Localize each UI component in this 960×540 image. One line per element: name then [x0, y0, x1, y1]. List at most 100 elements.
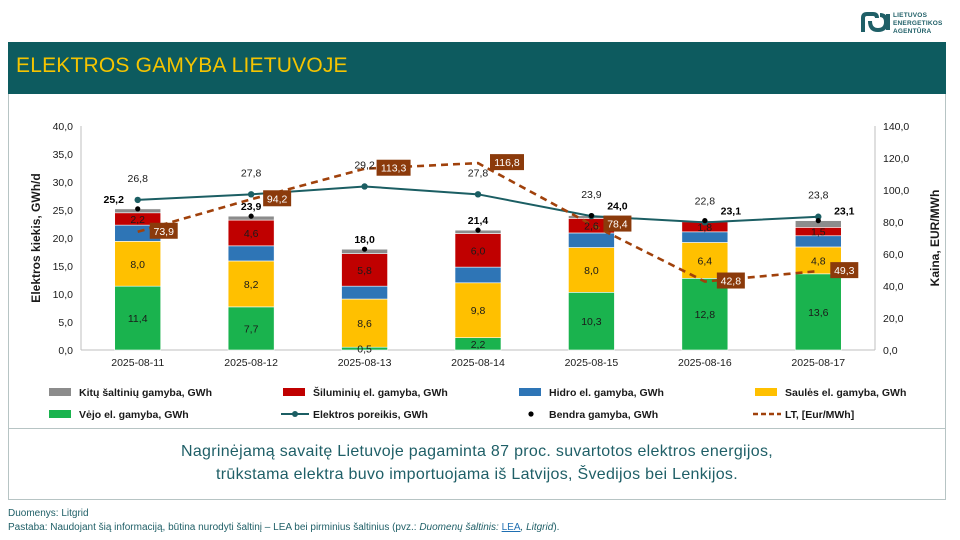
x-tick-label: 2025-08-14 [451, 357, 505, 369]
y2-tick-label: 60,0 [883, 249, 904, 261]
legend-label: Bendra gamyba, GWh [549, 409, 658, 421]
bar-value-label: 4,6 [244, 228, 259, 240]
bar-value-label: 9,8 [471, 305, 486, 317]
y-tick-label: 25,0 [53, 205, 74, 217]
chart-axes: 0,0 5,0 10,0 15,0 20,0 25,0 30,0 35,0 40,0 0,0 20,… [29, 121, 942, 369]
price-value-label: 116,8 [494, 157, 520, 169]
x-tick-label: 2025-08-11 [111, 357, 164, 369]
price-label-box [830, 262, 859, 279]
price-label-box [149, 222, 178, 239]
legend-label: Vėjo el. gamyba, GWh [79, 409, 189, 421]
price-value-label: 94,2 [267, 193, 288, 205]
bar-segment [114, 285, 162, 351]
y2-tick-label: 40,0 [883, 281, 904, 293]
bar-value-label: 2,2 [471, 339, 486, 351]
summary-box: Nagrinėjamą savaitę Lietuvoje pagaminta … [8, 428, 946, 500]
price-value-label: 78,4 [607, 219, 628, 231]
price-value-label: 42,8 [721, 276, 742, 288]
price-value-label: 49,3 [834, 265, 855, 277]
bar-value-label: 4,8 [811, 255, 826, 267]
bar-value-label: 8,0 [584, 265, 599, 277]
bar-segment [681, 242, 729, 279]
y-tick-label: 30,0 [53, 177, 74, 189]
chart-legend: Kitų šaltinių gamyba, GWh Šiluminių el. g… [49, 386, 906, 421]
bar-segment [341, 298, 388, 348]
total-production-label: 23,1 [834, 206, 855, 218]
bar-segment [454, 266, 502, 284]
demand-value-label: 27,8 [241, 167, 262, 179]
legend-swatch [519, 388, 541, 396]
bar-segment [568, 232, 615, 248]
title-bar: ELEKTROS GAMYBA LIETUVOJE [8, 42, 946, 94]
demand-value-label: 26,8 [127, 173, 148, 185]
x-tick-label: 2025-08-13 [338, 357, 392, 369]
logo-mark [861, 12, 890, 33]
footer-lea-link[interactable]: LEA [501, 522, 521, 533]
chart-lines [134, 161, 822, 283]
total-production-point [588, 213, 595, 219]
price-label-box [376, 159, 411, 176]
y-tick-label: 5,0 [58, 317, 73, 329]
legend-marker [292, 411, 298, 417]
x-tick-label: 2025-08-12 [224, 357, 278, 369]
y-axis-title: Elektros kiekis, GWh/d [29, 173, 43, 302]
y-tick-label: 20,0 [53, 233, 74, 245]
bar-value-label: 2,6 [584, 221, 599, 233]
y-tick-label: 35,0 [53, 149, 74, 161]
summary-line-1: Nagrinėjamą savaitę Lietuvoje pagaminta … [180, 443, 773, 460]
bar-value-label: 11,4 [128, 313, 148, 325]
bar-value-label: 6,0 [471, 245, 486, 257]
legend-swatch [49, 388, 71, 396]
bar-segment [227, 219, 275, 247]
legend-label: Saulės el. gamyba, GWh [785, 387, 906, 399]
bar-value-label: 7,7 [244, 323, 259, 335]
demand-value-label: 22,8 [695, 195, 716, 207]
y-tick-label: 0,0 [58, 345, 73, 357]
bar-segment [341, 285, 388, 300]
total-production-point [815, 218, 821, 224]
legend-label: Šiluminių el. gamyba, GWh [313, 386, 448, 399]
bar-value-label: 8,0 [130, 259, 145, 271]
y-tick-label: 10,0 [53, 289, 74, 301]
bar-segment [114, 241, 162, 287]
total-production-label: 24,0 [607, 201, 628, 213]
bar-segment [227, 260, 275, 308]
total-production-point [475, 227, 481, 233]
bar-segment [568, 292, 615, 351]
lea-logo: LIETUVOS ENERGETIKOS AGENTŪRA [860, 10, 956, 42]
demand-value-label: 29,2 [354, 159, 375, 171]
demand-value-label: 23,8 [808, 190, 829, 202]
y2-tick-label: 20,0 [883, 313, 904, 325]
bar-value-label: 0,5 [357, 344, 372, 356]
y2-tick-label: 100,0 [883, 185, 909, 197]
demand-point [815, 213, 822, 220]
total-production-point [135, 206, 141, 212]
total-production-label: 18,0 [354, 234, 375, 246]
total-production-label: 23,1 [721, 206, 742, 218]
price-value-label: 113,3 [381, 163, 407, 175]
footer-note-litgrid: Litgrid [526, 522, 554, 533]
energy-production-chart: 0,0 5,0 10,0 15,0 20,0 25,0 30,0 35,0 40,0 0,0 20,… [29, 121, 942, 421]
legend-label: LT, [Eur/MWh] [785, 409, 854, 421]
demand-value-label: 27,8 [468, 167, 489, 179]
legend-swatch [755, 388, 777, 396]
y2-tick-label: 0,0 [883, 345, 898, 357]
demand-point [361, 183, 368, 190]
total-production-label: 25,2 [103, 194, 124, 206]
chart-data-labels: 11,4 7,7 0,5 2,2 10,3 12,8 13,6 8,0 8,2 8,6 9,8 8,0… [103, 154, 859, 356]
y2-tick-label: 80,0 [883, 217, 904, 229]
logo-text-line: AGENTŪRA [893, 28, 932, 35]
bar-value-label: 13,6 [808, 307, 829, 319]
total-production-label: 23,9 [241, 201, 262, 213]
footer-note: Pastaba: Naudojant šią informaciją, būti… [8, 522, 559, 533]
demand-point [474, 191, 482, 198]
bar-value-label: 5,8 [357, 265, 372, 277]
x-tick-label: 2025-08-15 [565, 357, 619, 369]
legend-swatch [283, 388, 305, 396]
price-label-box [603, 215, 632, 232]
bar-segment [681, 278, 729, 351]
price-label-box [263, 190, 292, 207]
bar-segment [454, 233, 502, 268]
bar-segment [568, 247, 615, 293]
legend-swatch [49, 410, 71, 418]
